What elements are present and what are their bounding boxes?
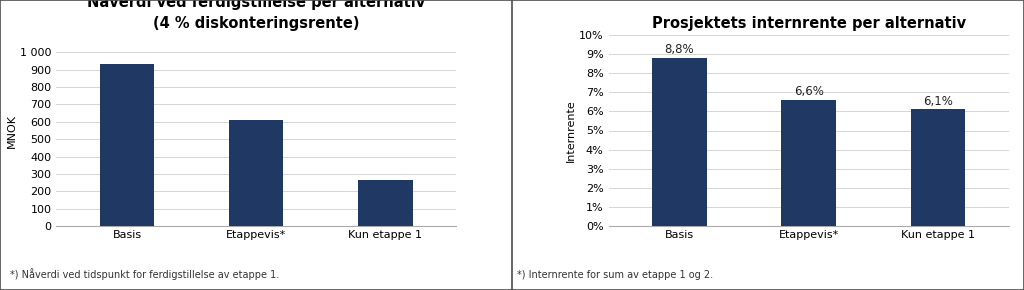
Bar: [910, 109, 965, 226]
Y-axis label: Internrente: Internrente: [566, 99, 577, 162]
Text: 8,8%: 8,8%: [665, 43, 694, 56]
Text: *) Nåverdi ved tidspunkt for ferdigstillelse av etappe 1.: *) Nåverdi ved tidspunkt for ferdigstill…: [10, 269, 280, 280]
Title: Prosjektets internrente per alternativ: Prosjektets internrente per alternativ: [651, 16, 966, 31]
Title: Nåverdi ved ferdigstillelse per alternativ
(4 % diskonteringsrente): Nåverdi ved ferdigstillelse per alternat…: [87, 0, 426, 31]
Bar: [229, 120, 284, 226]
Text: 6,1%: 6,1%: [923, 95, 952, 108]
Y-axis label: MNOK: MNOK: [7, 113, 17, 148]
Text: *) Internrente for sum av etappe 1 og 2.: *) Internrente for sum av etappe 1 og 2.: [517, 270, 714, 280]
Text: 6,6%: 6,6%: [794, 85, 823, 98]
Bar: [781, 100, 836, 226]
Bar: [100, 64, 155, 226]
Bar: [652, 58, 707, 226]
Bar: [358, 180, 413, 226]
